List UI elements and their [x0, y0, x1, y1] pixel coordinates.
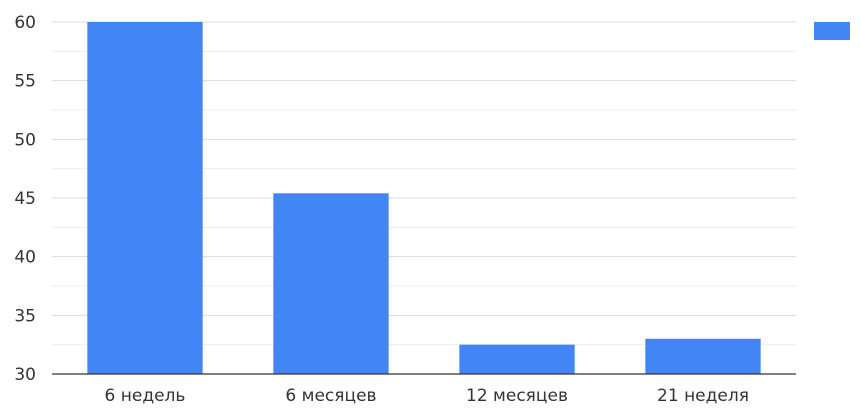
y-tick-label: 55 [14, 72, 36, 92]
x-category-label: 12 месяцев [466, 386, 568, 405]
y-tick-label: 60 [14, 13, 36, 33]
y-tick-label: 30 [14, 365, 36, 385]
y-tick-label: 40 [14, 248, 36, 268]
bar-1 [87, 22, 203, 374]
bar-4 [645, 338, 761, 374]
bar-3 [459, 344, 575, 374]
x-category-label: 6 месяцев [285, 386, 376, 405]
bar-2 [273, 193, 389, 374]
legend [814, 22, 850, 40]
x-category-label: 21 неделя [657, 386, 749, 405]
legend-swatch [814, 22, 850, 40]
x-category-label: 6 недель [105, 386, 186, 405]
axes: 30 35 40 45 50 55 60 6 недель 6 месяцев 12 месяце… [14, 13, 796, 406]
y-tick-label: 45 [14, 189, 36, 209]
bars [87, 22, 761, 374]
y-tick-label: 50 [14, 130, 36, 150]
y-tick-label: 35 [14, 306, 36, 326]
